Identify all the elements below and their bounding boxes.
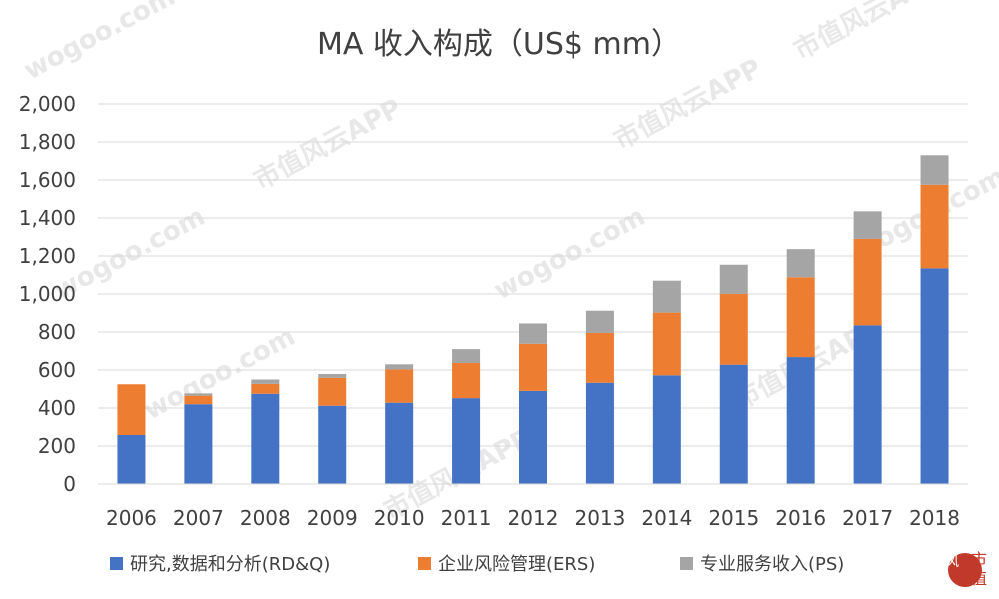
bar-segment-2017-s1 (853, 238, 882, 326)
logo-char-3: 值 (971, 569, 987, 588)
y-tick-label: 600 (38, 358, 76, 382)
bar-segment-2009-s2 (318, 373, 347, 378)
bar-segment-2013-s2 (585, 310, 614, 333)
logo-badge-icon (948, 553, 982, 587)
bar-segment-2015-s2 (719, 264, 748, 294)
x-tick-label: 2016 (775, 506, 826, 530)
x-axis: 2006 2007 2008 2009 2010 2011 2012 2013 2014 2015… (98, 483, 968, 530)
y-tick-label: 1,600 (19, 168, 76, 192)
legend-label: 企业风险管理(ERS) (438, 554, 595, 575)
bar-segment-2010-s2 (385, 364, 414, 370)
legend-label: 研究,数据和分析(RD&Q) (130, 554, 330, 575)
y-tick-label: 400 (38, 396, 76, 420)
bar-segment-2013-s1 (585, 332, 614, 383)
bar-segment-2008-s2 (251, 379, 280, 384)
bar-segment-2007-s1 (184, 395, 213, 405)
bar-segment-2018-s2 (920, 155, 949, 185)
bar-segment-2017-s0 (853, 325, 882, 484)
bar-segment-2006-s1 (117, 384, 146, 435)
legend-swatch (680, 557, 693, 570)
watermark-text: 市值风云APP (789, 0, 947, 66)
bar-segment-2014-s0 (652, 375, 681, 484)
bar-segment-2014-s2 (652, 280, 681, 313)
bar-segment-2009-s0 (318, 405, 347, 484)
y-tick-label: 2,000 (19, 92, 76, 116)
bar-segment-2011-s2 (452, 349, 481, 363)
x-tick-label: 2013 (574, 506, 625, 530)
x-tick-label: 2006 (106, 506, 157, 530)
bar-segment-2016-s2 (786, 249, 815, 278)
bar-segment-2017-s2 (853, 211, 882, 239)
legend-swatch (418, 557, 431, 570)
x-tick-label: 2008 (240, 506, 291, 530)
chart-title: MA 收入构成（US$ mm） (317, 27, 681, 62)
bar-segment-2012-s2 (519, 323, 547, 344)
y-tick-label: 1,400 (19, 206, 76, 230)
legend: 研究,数据和分析(RD&Q) 企业风险管理(ERS) 专业服务收入(PS) (110, 554, 844, 575)
bar-segment-2015-s1 (719, 293, 748, 365)
bar-segment-2011-s0 (452, 398, 481, 484)
x-tick-label: 2018 (909, 506, 960, 530)
x-tick-label: 2014 (641, 506, 692, 530)
logo-char-1: 风 (945, 554, 959, 570)
watermark-text: wogoo.com (489, 202, 650, 307)
x-tick-label: 2007 (173, 506, 224, 530)
bar-segment-2009-s1 (318, 377, 347, 406)
y-tick-label: 800 (38, 320, 76, 344)
brand-logo: 风 市 值 (945, 550, 987, 588)
x-tick-label: 2012 (508, 506, 559, 530)
bar-segment-2013-s0 (585, 382, 614, 484)
bar-segment-2010-s0 (385, 402, 414, 484)
bar-segment-2018-s0 (920, 268, 949, 484)
bar-segment-2016-s0 (786, 357, 815, 484)
y-tick-label: 1,800 (19, 130, 76, 154)
bar-segment-2007-s2 (184, 393, 213, 396)
y-tick-label: 1,000 (19, 282, 76, 306)
watermark-text: 市值风云APP (249, 93, 407, 197)
x-tick-label: 2015 (708, 506, 759, 530)
bar-segment-2010-s1 (385, 369, 414, 403)
bar-segment-2007-s0 (184, 404, 213, 484)
x-tick-label: 2017 (842, 506, 893, 530)
legend-swatch (110, 557, 123, 570)
bar-segment-2011-s1 (452, 362, 481, 399)
y-tick-label: 1,200 (19, 244, 76, 268)
bar-segment-2008-s1 (251, 383, 280, 394)
x-tick-label: 2011 (441, 506, 492, 530)
legend-label: 专业服务收入(PS) (700, 554, 844, 575)
x-tick-label: 2009 (307, 506, 358, 530)
logo-char-2: 市 (971, 550, 987, 569)
y-tick-label: 200 (38, 434, 76, 458)
y-axis: 0 200 400 600 800 1,000 1,200 1,400 1,600 1,800 2,… (19, 92, 76, 496)
y-tick-label: 0 (63, 472, 76, 496)
bars (117, 155, 949, 484)
bar-segment-2018-s1 (920, 184, 949, 269)
bar-segment-2006-s0 (117, 434, 146, 484)
bar-segment-2015-s0 (719, 364, 748, 484)
bar-segment-2014-s1 (652, 312, 681, 376)
x-tick-label: 2010 (374, 506, 425, 530)
bar-segment-2008-s0 (251, 393, 280, 484)
bar-segment-2012-s0 (519, 390, 547, 484)
watermark-text: wogoo.com (19, 0, 180, 86)
watermark-layer: wogoo.com市值风云APPwogoo.com市值风云APPwogoo.co… (19, 0, 999, 526)
bar-segment-2016-s1 (786, 277, 815, 358)
bar-segment-2012-s1 (519, 343, 547, 391)
